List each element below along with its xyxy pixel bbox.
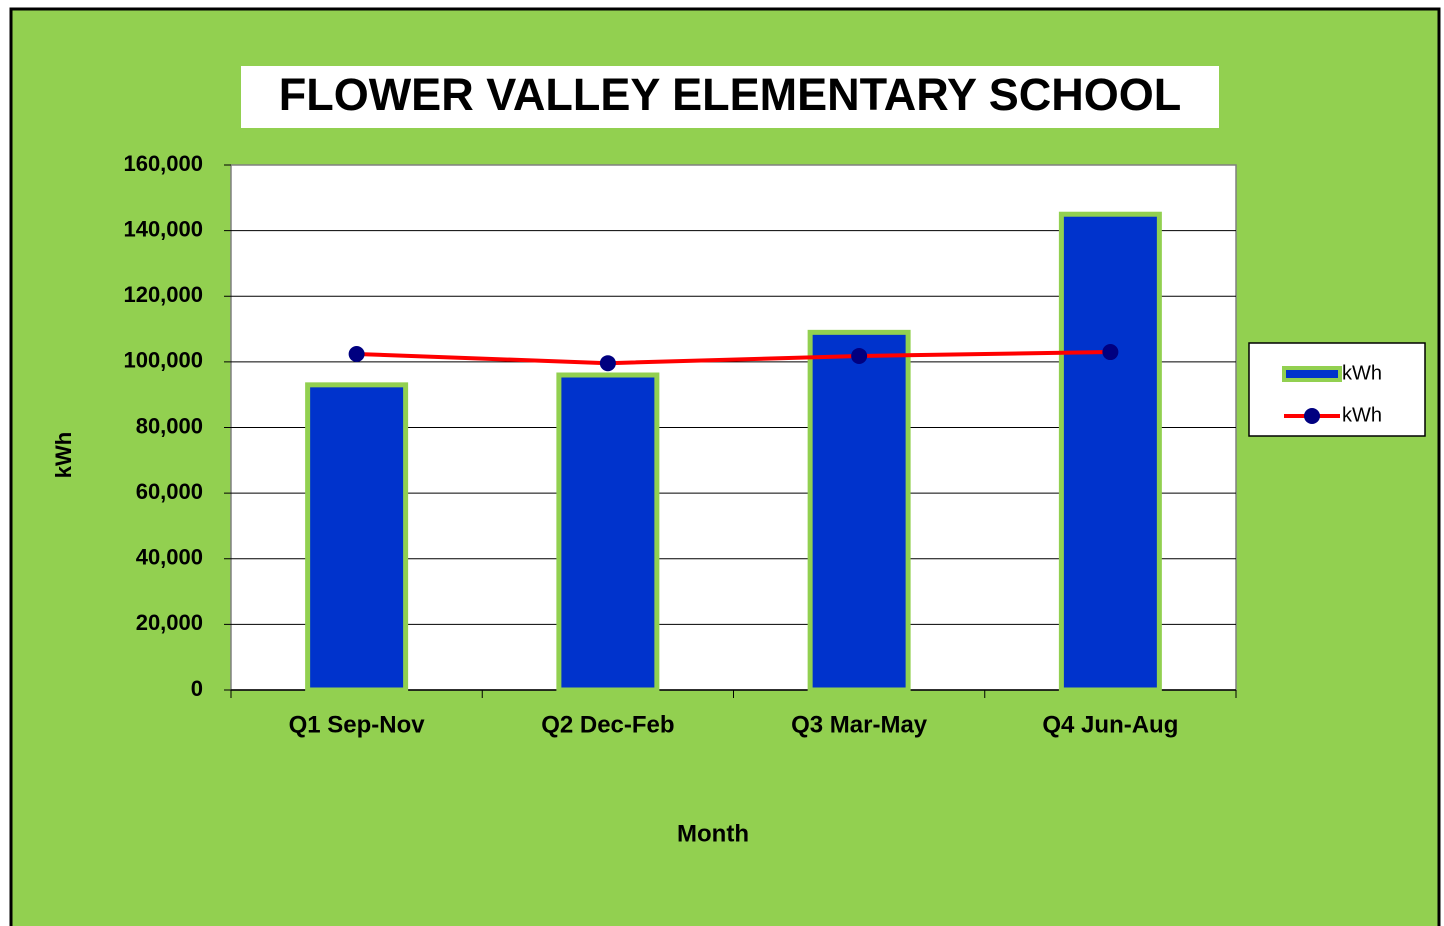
y-tick-label: 40,000 [136,545,203,570]
legend-label: kWh [1342,362,1382,384]
y-tick-label: 0 [191,676,203,701]
x-axis-title: Month [677,820,749,847]
legend-label: kWh [1342,404,1382,426]
y-tick-label: 120,000 [123,282,203,307]
y-tick-label: 160,000 [123,151,203,176]
line [356,350,1111,366]
bar [556,372,660,693]
x-tick-label: Q3 Mar-May [791,711,928,738]
line-marker [1102,344,1119,361]
bar [1058,211,1162,693]
legend-box [1248,342,1426,437]
x-tick-label: Q2 Dec-Feb [541,711,674,738]
line-marker [851,347,868,364]
y-axis-title: kWh [51,432,76,478]
x-tick-label: Q4 Jun-Aug [1042,711,1178,738]
x-tick-label: Q1 Sep-Nov [289,711,426,738]
y-tick-label: 100,000 [123,348,203,373]
legend-marker [1304,408,1320,424]
y-tick-label: 20,000 [136,610,203,635]
bar [305,382,409,693]
bar [807,329,911,693]
chart-title: FLOWER VALLEY ELEMENTARY SCHOOL [279,69,1182,120]
line-marker [348,346,365,362]
line-marker [599,355,616,372]
y-tick-label: 60,000 [136,479,203,504]
y-tick-label: 80,000 [136,413,203,438]
legend-swatch [1282,366,1342,382]
title-box [241,66,1219,128]
y-tick-label: 140,000 [123,216,203,241]
